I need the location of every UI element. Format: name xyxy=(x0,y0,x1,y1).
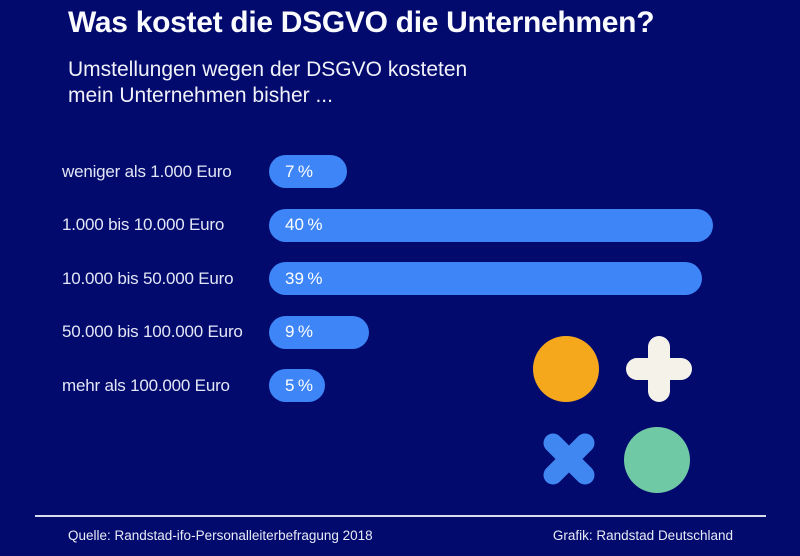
orange-circle-icon xyxy=(533,336,599,402)
bar-value-label: 5 % xyxy=(285,375,313,395)
bar-value-label: 40 % xyxy=(285,215,323,234)
bar-row: 50.000 bis 100.000 Euro 9 % xyxy=(62,315,762,349)
teal-circle-decoration xyxy=(624,427,690,493)
bar: 39 % xyxy=(269,262,702,295)
x-icon xyxy=(543,433,595,485)
footer-source: Quelle: Randstad-ifo-Personalleiterbefra… xyxy=(68,528,373,543)
plus-icon xyxy=(626,336,692,402)
bar-value-label: 7 % xyxy=(285,161,313,181)
teal-circle-icon xyxy=(624,427,690,493)
plus-decoration xyxy=(626,336,692,402)
bar-chart: weniger als 1.000 Euro 7 % 1.000 bis 10.00… xyxy=(62,155,762,423)
chart-subtitle: Umstellungen wegen der DSGVO kosteten me… xyxy=(68,57,467,109)
chart-subtitle-line1: Umstellungen wegen der DSGVO kosteten xyxy=(68,58,468,81)
bar-value-label: 39 % xyxy=(285,268,323,288)
bar: 9 % xyxy=(269,315,369,349)
page-title: Was kostet die DSGVO die Unternehmen? xyxy=(68,6,655,39)
footer-credit: Grafik: Randstad Deutschland xyxy=(552,528,733,543)
bar-value-label: 9 % xyxy=(285,322,313,341)
bar-row: weniger als 1.000 Euro 7 % xyxy=(62,155,762,188)
bar-row: mehr als 100.000 Euro 5 % xyxy=(62,369,762,402)
bar-category-label: 10.000 bis 50.000 Euro xyxy=(62,268,234,288)
bar-row: 10.000 bis 50.000 Euro 39 % xyxy=(62,262,762,295)
footer-divider xyxy=(35,515,766,517)
bar-category-label: 1.000 bis 10.000 Euro xyxy=(62,215,225,234)
bar-category-label: 50.000 bis 100.000 Euro xyxy=(62,322,243,341)
chart-subtitle-line2: mein Unternehmen bisher ... xyxy=(68,84,333,107)
x-decoration xyxy=(543,433,595,485)
bar-category-label: mehr als 100.000 Euro xyxy=(62,375,230,395)
orange-circle-decoration xyxy=(533,336,599,402)
bar-row: 1.000 bis 10.000 Euro 40 % xyxy=(62,208,762,242)
bar: 5 % xyxy=(269,369,325,402)
bar-category-label: weniger als 1.000 Euro xyxy=(62,161,232,181)
bar: 7 % xyxy=(269,155,347,188)
bar: 40 % xyxy=(269,208,713,242)
